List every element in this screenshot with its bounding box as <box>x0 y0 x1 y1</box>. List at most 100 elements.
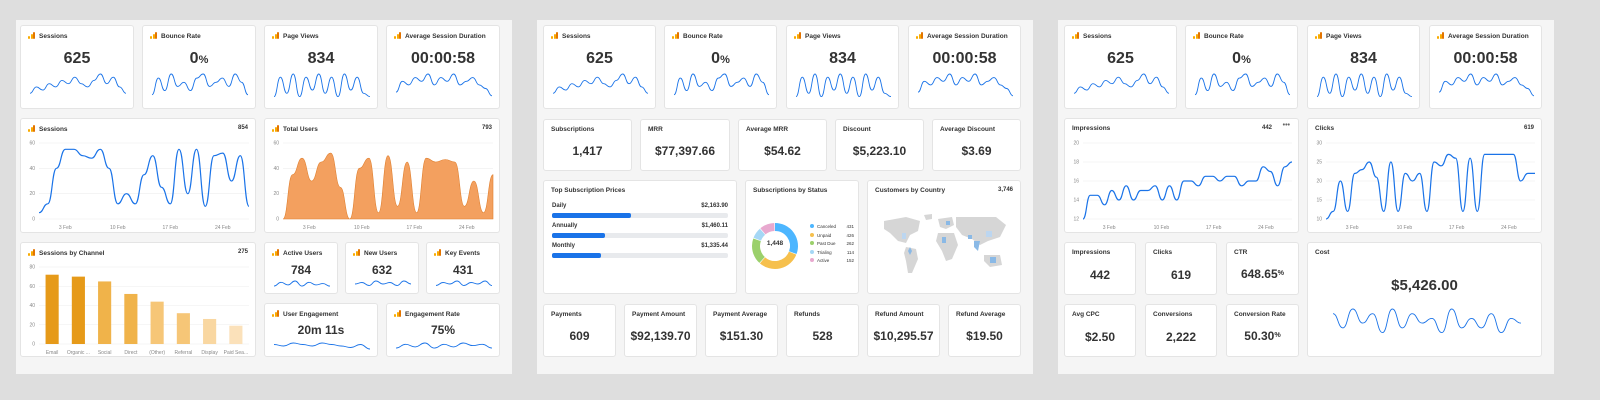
stat-value: 528 <box>812 329 833 343</box>
stat-value: 609 <box>569 329 590 343</box>
clicks-chart-card[interactable]: Clicks 619 30 25 20 15 10 3 Feb 10 Feb 17 Feb 24… <box>1307 118 1542 233</box>
kpi-card-new-users[interactable]: New Users 632 <box>345 242 419 294</box>
y-tick-label: 10 <box>1316 217 1322 223</box>
stat-card-refunds[interactable]: Refunds 528 <box>786 304 859 357</box>
chart-total: 854 <box>237 125 248 131</box>
area-series <box>282 152 494 220</box>
donut-slice <box>753 228 766 241</box>
stat-unit: % <box>1277 267 1285 277</box>
kpi-label: Bounce Rate <box>683 33 723 40</box>
customers-by-country-card[interactable]: Customers by Country 3,746 <box>867 180 1021 294</box>
subscriptions-by-status-card[interactable]: Subscriptions by Status 1,448 Canceled 43… <box>745 180 859 294</box>
analytics-icon <box>353 249 360 256</box>
progress-fill <box>552 233 605 238</box>
legend-item: Unpaid 426 <box>810 232 854 242</box>
kpi-card-page-views[interactable]: Page Views 834 <box>786 25 899 109</box>
stat-card-average-discount[interactable]: Average Discount $3.69 <box>932 119 1021 171</box>
kpi-card-engagement-rate[interactable]: Engagement Rate 75% <box>386 303 500 357</box>
kpi-card-avg-session-duration[interactable]: Average Session Duration 00:00:58 <box>386 25 500 109</box>
cost-card[interactable]: Cost $5,426.00 <box>1307 242 1542 357</box>
kpi-card-active-users[interactable]: Active Users 784 <box>264 242 338 294</box>
sparkline <box>673 73 770 96</box>
x-tick-label: Paid Sea... <box>224 350 248 356</box>
analytics-icon <box>28 125 35 132</box>
stat-label: Refund Average <box>956 311 1006 318</box>
sessions-by-channel-card[interactable]: Sessions by Channel 275 80 60 40 20 0 Email Or… <box>20 242 256 357</box>
kpi-label: Engagement Rate <box>405 311 460 318</box>
kpi-unit: % <box>1241 54 1251 66</box>
stat-value: 50.30 <box>1244 329 1275 343</box>
kpi-unit: % <box>198 54 209 66</box>
sparkline-path <box>1194 73 1291 96</box>
y-tick-label: 20 <box>273 191 279 197</box>
legend-value: 152 <box>846 258 854 263</box>
stat-card-refund-average[interactable]: Refund Average $19.50 <box>948 304 1021 357</box>
more-options-icon[interactable]: ••• <box>1282 122 1290 129</box>
kpi-card-sessions[interactable]: Sessions 625 <box>543 25 656 109</box>
stat-card-payment-amount[interactable]: Payment Amount $92,139.70 <box>624 304 697 357</box>
bar <box>203 318 217 344</box>
kpi-card-avg-session-duration[interactable]: Average Session Duration 00:00:58 <box>1429 25 1542 109</box>
stat-label: Payment Amount <box>632 311 686 318</box>
stat-card-ctr[interactable]: CTR 648.65% <box>1226 242 1299 295</box>
kpi-card-key-events[interactable]: Key Events 431 <box>426 242 500 294</box>
top-subscription-prices-card[interactable]: Top Subscription Prices Daily $2,163.90 … <box>543 180 737 294</box>
stat-card-payment-average[interactable]: Payment Average $151.30 <box>705 304 778 357</box>
total-users-area-chart: 60 40 20 0 3 Feb 10 Feb 17 Feb 24 Feb <box>273 141 494 231</box>
sessions-chart-card[interactable]: Sessions 854 60 40 20 0 3 Feb 10 Feb 17 Feb 24 … <box>20 118 256 233</box>
kpi-card-page-views[interactable]: Page Views 834 <box>1307 25 1420 109</box>
bar <box>98 281 112 344</box>
legend-label: Active <box>817 258 830 263</box>
kpi-card-avg-session-duration[interactable]: Average Session Duration 00:00:58 <box>908 25 1021 109</box>
kpi-card-bounce-rate[interactable]: Bounce Rate 0% <box>142 25 256 109</box>
kpi-card-sessions[interactable]: Sessions 625 <box>20 25 134 109</box>
kpi-value: 784 <box>290 263 312 277</box>
kpi-card-bounce-rate[interactable]: Bounce Rate 0% <box>1185 25 1298 109</box>
card-total: 3,746 <box>997 187 1013 193</box>
kpi-card-bounce-rate[interactable]: Bounce Rate 0% <box>664 25 777 109</box>
stat-card-avg-cpc[interactable]: Avg CPC $2.50 <box>1064 304 1136 357</box>
kpi-value: 625 <box>63 50 91 67</box>
analytics-icon <box>28 249 35 256</box>
stat-card-impressions[interactable]: Impressions 442 <box>1064 242 1136 295</box>
sparkline <box>29 73 127 94</box>
kpi-label: Active Users <box>283 250 323 257</box>
stat-card-conversions[interactable]: Conversions 2,222 <box>1145 304 1217 357</box>
world-map <box>884 214 1006 273</box>
impressions-chart-card[interactable]: Impressions 442 ••• 20 18 16 14 12 3 Feb 10 Fe… <box>1064 118 1299 233</box>
stat-card-refund-amount[interactable]: Refund Amount $10,295.57 <box>867 304 940 357</box>
card-title: Top Subscription Prices <box>551 187 626 194</box>
stat-card-payments[interactable]: Payments 609 <box>543 304 616 357</box>
kpi-card-user-engagement[interactable]: User Engagement 20m 11s <box>264 303 378 357</box>
x-tick-label: Display <box>201 350 218 356</box>
legend-label: Unpaid <box>817 232 832 238</box>
chart-total: 793 <box>481 125 492 131</box>
stat-card-subscriptions[interactable]: Subscriptions 1,417 <box>543 119 632 171</box>
bar <box>45 274 59 344</box>
stat-label: MRR <box>648 126 663 133</box>
total-users-chart-card[interactable]: Total Users 793 60 40 20 0 3 Feb 10 Feb 17 Feb… <box>264 118 500 233</box>
bar <box>71 276 85 344</box>
legend-label: Trialing <box>817 249 832 255</box>
stat-label: Cost <box>1315 249 1330 256</box>
sparkline <box>1438 73 1535 97</box>
y-tick-label: 60 <box>273 141 279 147</box>
kpi-card-sessions[interactable]: Sessions 625 <box>1064 25 1177 109</box>
stat-card-clicks[interactable]: Clicks 619 <box>1145 242 1217 295</box>
legend-value: 114 <box>846 249 854 255</box>
sparkline-path <box>917 73 1014 97</box>
stat-value: $77,397.66 <box>654 144 716 158</box>
stat-card-average-mrr[interactable]: Average MRR $54.62 <box>738 119 827 171</box>
stat-card-discount[interactable]: Discount $5,223.10 <box>835 119 924 171</box>
sparkline <box>273 342 371 350</box>
kpi-card-page-views[interactable]: Page Views 834 <box>264 25 378 109</box>
kpi-label: Page Views <box>1326 33 1362 40</box>
legend-value: 426 <box>846 232 854 238</box>
x-tick-label: 10 Feb <box>1397 225 1413 231</box>
stat-card-conversion-rate[interactable]: Conversion Rate 50.30% <box>1226 304 1299 357</box>
price-label: Annually <box>552 223 578 229</box>
stat-card-mrr[interactable]: MRR $77,397.66 <box>640 119 730 171</box>
y-tick-label: 0 <box>32 342 35 348</box>
line-series <box>1325 153 1535 220</box>
legend-value: 431 <box>846 224 854 229</box>
